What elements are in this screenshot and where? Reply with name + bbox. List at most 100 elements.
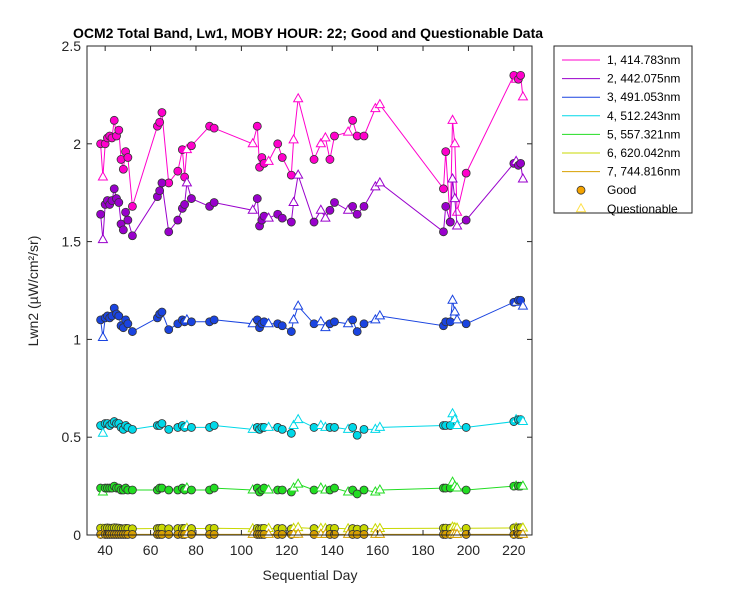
good-point <box>441 147 451 157</box>
questionable-point <box>288 133 299 144</box>
questionable-point <box>288 196 299 206</box>
questionable-point <box>374 98 386 109</box>
good-point <box>330 317 339 327</box>
good-point <box>352 430 362 440</box>
questionable-point <box>320 212 331 222</box>
good-point <box>325 205 335 215</box>
good-point <box>114 125 124 135</box>
good-point <box>209 530 219 539</box>
x-tick-label: 160 <box>366 542 390 558</box>
questionable-point <box>263 483 274 494</box>
questionable-point <box>292 478 304 488</box>
questionable-point <box>374 421 386 431</box>
questionable-point <box>517 415 529 426</box>
good-point <box>439 227 448 237</box>
good-point <box>123 153 133 162</box>
legend-questionable-marker <box>575 202 587 213</box>
questionable-point <box>447 114 458 124</box>
good-point <box>277 321 287 331</box>
x-tick-label: 60 <box>143 542 159 558</box>
questionable-point <box>247 137 259 148</box>
questionable-point <box>447 294 458 304</box>
y-tick-label: 2.5 <box>62 38 82 54</box>
good-point <box>209 421 219 430</box>
x-tick-label: 100 <box>230 542 254 558</box>
good-point <box>325 155 335 164</box>
good-point <box>277 213 287 223</box>
y-tick-label: 1.5 <box>62 234 82 250</box>
good-point <box>348 315 358 325</box>
x-axis-label: Sequential Day <box>263 567 358 583</box>
good-point <box>164 424 174 434</box>
legend-label-2: 2, 442.075nm <box>607 72 680 86</box>
good-point <box>121 207 130 217</box>
x-tick-label: 120 <box>275 542 299 558</box>
good-point <box>187 317 196 327</box>
good-point <box>209 483 219 493</box>
questionable-point <box>315 204 327 214</box>
legend-label-3: 3, 491.053nm <box>607 90 680 104</box>
series-5 <box>96 476 529 499</box>
good-point <box>461 485 471 495</box>
legend: 1, 414.783nm 2, 442.075nm 3, 491.053nm 4, 5… <box>553 45 693 216</box>
x-tick-label: 200 <box>457 542 481 558</box>
questionable-point <box>288 313 299 324</box>
good-point <box>359 201 369 211</box>
good-point <box>128 327 137 336</box>
good-point <box>277 153 287 162</box>
good-point <box>330 423 339 432</box>
questionable-point <box>97 427 109 437</box>
legend-good-marker <box>576 185 586 195</box>
questionable-point <box>517 480 529 490</box>
good-point <box>330 131 339 141</box>
questionable-point <box>447 172 458 183</box>
good-point <box>461 530 471 539</box>
questionable-point <box>263 317 274 328</box>
questionable-point <box>263 212 274 222</box>
chart-title: OCM2 Total Band, Lw1, MOBY HOUR: 22; Goo… <box>73 25 543 41</box>
questionable-point <box>449 137 461 148</box>
good-point <box>187 141 196 151</box>
good-point <box>352 327 362 336</box>
y-tick-label: 0 <box>73 527 81 543</box>
questionable-point <box>292 92 304 103</box>
good-point <box>359 530 369 539</box>
legend-label-4: 4, 512.243nm <box>607 109 680 123</box>
legend-label-6: 6, 620.042nm <box>607 146 680 160</box>
good-point <box>118 225 128 235</box>
good-point <box>128 485 137 495</box>
good-point <box>187 530 196 539</box>
series-4 <box>96 407 529 440</box>
good-point <box>96 209 106 219</box>
good-point <box>123 319 133 329</box>
good-point <box>128 201 137 211</box>
questionable-point <box>449 305 461 316</box>
questionable-point <box>97 331 109 341</box>
x-tick-label: 80 <box>188 542 204 558</box>
good-point <box>461 423 471 432</box>
good-point <box>109 184 119 194</box>
good-point <box>441 201 451 211</box>
questionable-point <box>292 169 304 179</box>
good-point <box>277 485 287 495</box>
good-point <box>286 217 296 227</box>
questionable-point <box>451 219 463 230</box>
questionable-point <box>247 204 259 214</box>
good-point <box>209 123 219 133</box>
questionable-point <box>517 300 529 310</box>
questionable-point <box>320 131 331 142</box>
good-point <box>187 485 196 495</box>
good-point <box>157 307 167 317</box>
questionable-point <box>374 176 386 187</box>
x-tick-label: 40 <box>97 542 113 558</box>
good-point <box>118 164 128 174</box>
good-point <box>157 178 167 188</box>
plot-box <box>86 45 533 536</box>
legend-label-1: 1, 414.783nm <box>607 53 680 67</box>
good-point <box>164 325 174 335</box>
questionable-point <box>342 126 354 136</box>
good-point <box>114 198 124 207</box>
questionable-point <box>315 315 327 326</box>
legend-good-label: Good <box>607 183 636 197</box>
good-point <box>273 139 283 149</box>
